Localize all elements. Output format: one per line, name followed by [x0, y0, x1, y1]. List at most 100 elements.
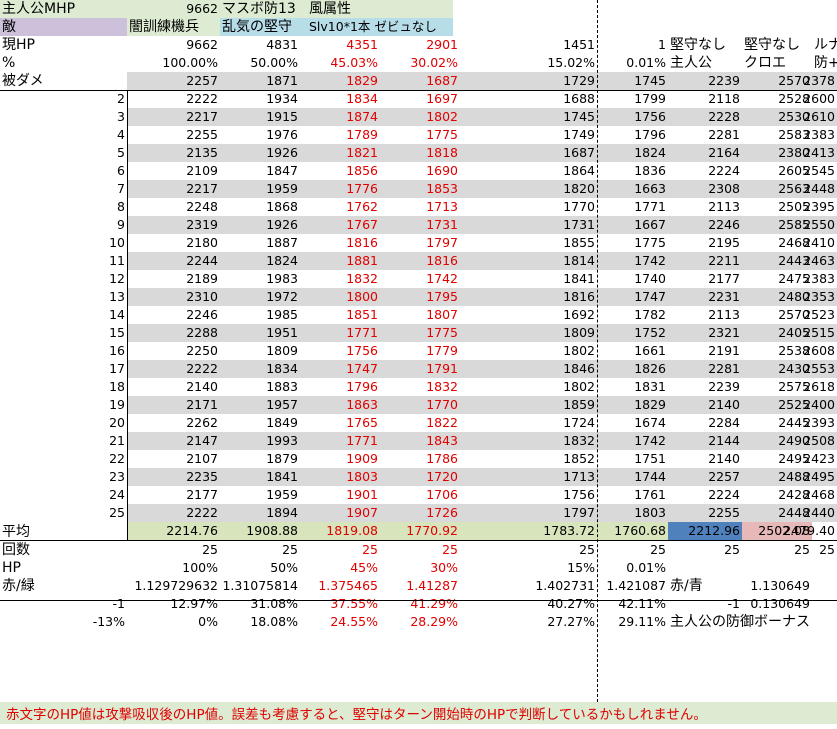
damage-cell[interactable]: 2255: [186, 126, 218, 142]
damage-cell[interactable]: 1909: [346, 450, 378, 466]
count_row-cell[interactable]: 25: [794, 541, 810, 557]
minus1_row-cell[interactable]: -1: [727, 595, 740, 611]
damage-cell[interactable]: 10: [109, 234, 125, 250]
damage-cell[interactable]: 2423: [803, 450, 835, 466]
damage-cell[interactable]: 1907: [300, 504, 380, 522]
damage-cell[interactable]: 16: [109, 342, 125, 358]
damage-cell[interactable]: 1747: [300, 360, 380, 378]
damage-cell[interactable]: 1756: [597, 108, 668, 126]
minus13_row-cell[interactable]: 28.29%: [410, 613, 458, 629]
damage-cell[interactable]: 1915: [220, 108, 300, 126]
minus1_row-cell[interactable]: 42.11%: [618, 595, 666, 611]
damage-cell[interactable]: 2319: [127, 216, 220, 234]
damage-cell[interactable]: 2570: [742, 72, 812, 90]
avg_row-cell[interactable]: 2502.08: [742, 522, 812, 541]
damage-cell[interactable]: 1856: [346, 162, 378, 178]
damage-cell[interactable]: 2217: [127, 108, 220, 126]
damage-cell[interactable]: 1983: [266, 270, 298, 286]
minus13_row-cell[interactable]: [812, 613, 837, 631]
avg_row-cell[interactable]: 1819.08: [300, 522, 380, 541]
ratio_row-cell[interactable]: 1.421087: [606, 577, 666, 593]
damage-cell[interactable]: 2383: [803, 126, 835, 142]
damage-cell[interactable]: 2113: [708, 306, 740, 322]
damage-cell[interactable]: 1796: [346, 378, 378, 394]
count_row-cell[interactable]: 25: [202, 541, 218, 557]
damage-cell[interactable]: 1775: [380, 324, 460, 342]
ratio_row-cell[interactable]: 赤/緑: [2, 578, 35, 594]
damage-cell[interactable]: 2135: [127, 144, 220, 162]
pct_row-cell[interactable]: 0.01%: [626, 54, 666, 70]
damage-cell[interactable]: 1816: [460, 288, 597, 306]
count_row-cell[interactable]: 25: [819, 541, 835, 557]
damage-cell[interactable]: 1661: [634, 342, 666, 358]
ratio_row-cell[interactable]: 1.130649: [750, 577, 810, 593]
damage-cell[interactable]: 1863: [300, 396, 380, 414]
damage-cell[interactable]: 2488: [742, 468, 812, 486]
damage-cell[interactable]: 1745: [597, 72, 668, 90]
damage-cell[interactable]: 1690: [426, 162, 458, 178]
damage-cell[interactable]: 1674: [634, 414, 666, 430]
damage-cell[interactable]: 18: [109, 378, 125, 394]
damage-cell[interactable]: 1972: [220, 288, 300, 306]
pct_row-cell[interactable]: %: [2, 55, 16, 71]
damage-cell[interactable]: 1864: [563, 162, 595, 178]
damage-cell[interactable]: 1859: [460, 396, 597, 414]
hp2_row-cell[interactable]: 45%: [350, 559, 378, 575]
minus13_row-cell[interactable]: 18.08%: [250, 613, 298, 629]
count_row-cell[interactable]: 25: [650, 541, 666, 557]
damage-cell[interactable]: 2211: [668, 252, 742, 270]
avg_row-cell[interactable]: 2212.96: [668, 522, 742, 541]
damage-cell[interactable]: 被ダメ: [2, 73, 44, 89]
damage-cell[interactable]: 1934: [266, 90, 298, 106]
count_row-cell[interactable]: 25: [442, 541, 458, 557]
damage-cell[interactable]: 2495: [778, 450, 810, 466]
damage-cell[interactable]: 2530: [742, 108, 812, 126]
damage-cell[interactable]: 2468: [778, 234, 810, 250]
count_row-cell[interactable]: 25: [579, 541, 595, 557]
damage-cell[interactable]: 1713: [460, 468, 597, 486]
damage-cell[interactable]: 2553: [803, 360, 837, 378]
damage-cell[interactable]: 25: [109, 504, 125, 520]
damage-cell[interactable]: 1782: [634, 306, 666, 322]
damage-cell[interactable]: 2109: [186, 162, 218, 178]
damage-cell[interactable]: 2600: [803, 90, 835, 106]
damage-cell[interactable]: 1791: [380, 360, 460, 378]
damage-cell[interactable]: 1809: [460, 324, 597, 342]
damage-cell[interactable]: 1841: [563, 270, 595, 286]
damage-cell[interactable]: 2180: [186, 234, 218, 250]
damage-cell[interactable]: 2222: [127, 504, 220, 522]
header-label[interactable]: Slv10*1本 ゼビュなし: [307, 18, 453, 36]
minus1_row-cell[interactable]: 12.97%: [170, 595, 218, 611]
damage-cell[interactable]: 1887: [266, 234, 298, 250]
damage-cell[interactable]: 14: [109, 306, 125, 322]
damage-cell[interactable]: 2475: [778, 270, 810, 286]
damage-cell[interactable]: 2171: [127, 396, 220, 414]
damage-cell[interactable]: 2281: [708, 126, 740, 142]
damage-cell[interactable]: 1729: [460, 72, 597, 90]
damage-cell[interactable]: 1742: [426, 270, 458, 286]
header-label[interactable]: 風属性: [307, 0, 453, 18]
damage-cell[interactable]: 2480: [742, 288, 812, 306]
damage-cell[interactable]: 2228: [668, 108, 742, 126]
ratio_row-cell[interactable]: [812, 577, 837, 595]
damage-cell[interactable]: 2239: [668, 72, 742, 90]
damage-cell[interactable]: 1744: [597, 468, 668, 486]
pct_row-cell[interactable]: 15.02%: [547, 54, 595, 70]
damage-cell[interactable]: 2585: [742, 216, 812, 234]
damage-cell[interactable]: 2: [117, 90, 125, 106]
hp2_row-cell[interactable]: 100%: [182, 559, 218, 575]
damage-cell[interactable]: 24: [109, 486, 125, 502]
damage-cell[interactable]: 1724: [563, 414, 595, 430]
damage-cell[interactable]: 1832: [426, 378, 458, 394]
damage-cell[interactable]: 1816: [380, 252, 460, 270]
avg_row-cell[interactable]: 1783.72: [460, 522, 597, 541]
damage-cell[interactable]: 2224: [708, 162, 740, 178]
damage-cell[interactable]: 2195: [708, 234, 740, 250]
damage-cell[interactable]: 2321: [668, 324, 742, 342]
damage-cell[interactable]: 1901: [346, 486, 378, 502]
ratio_row-cell[interactable]: 1.31075814: [222, 577, 298, 593]
ratio_row-cell[interactable]: 1.375465: [318, 577, 378, 593]
hp2_row-cell[interactable]: HP: [2, 560, 21, 576]
damage-cell[interactable]: 1832: [460, 432, 597, 450]
damage-cell[interactable]: 1826: [597, 360, 668, 378]
